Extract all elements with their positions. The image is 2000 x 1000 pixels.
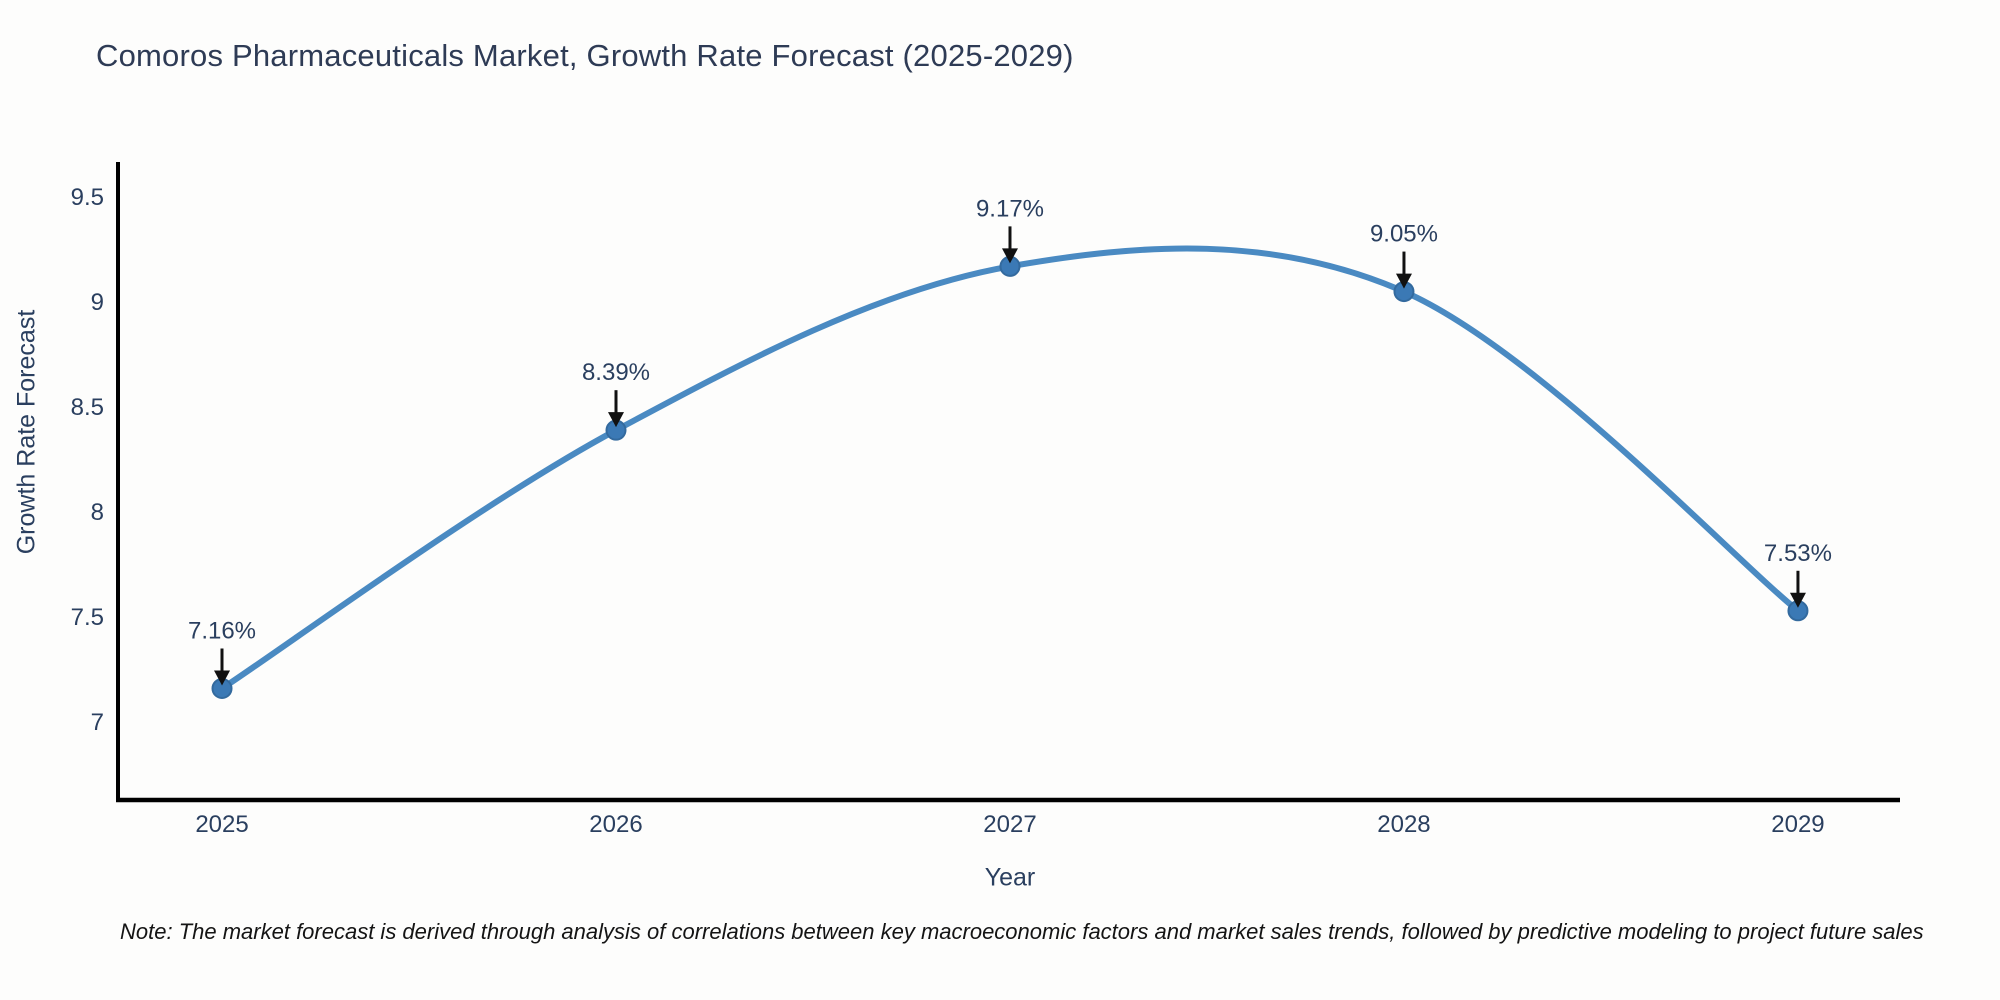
data-point-label: 8.39% <box>582 359 650 386</box>
data-point-label: 7.16% <box>188 617 256 644</box>
y-tick-label: 7 <box>91 709 104 736</box>
x-tick-label: 2029 <box>1771 811 1824 838</box>
annotation-arrowhead-icon <box>607 412 624 428</box>
data-point-label: 9.17% <box>976 195 1044 222</box>
y-tick-label: 7.5 <box>71 604 104 631</box>
annotation-arrowhead-icon <box>214 670 231 686</box>
data-point-label: 7.53% <box>1764 540 1832 567</box>
x-tick-label: 2028 <box>1377 811 1430 838</box>
y-tick-label: 9.5 <box>71 184 104 211</box>
y-tick-label: 8.5 <box>71 394 104 421</box>
annotation-arrowhead-icon <box>1395 273 1412 289</box>
x-tick-label: 2026 <box>589 811 642 838</box>
y-tick-label: 9 <box>91 289 104 316</box>
y-tick-label: 8 <box>91 499 104 526</box>
chart-title: Comoros Pharmaceuticals Market, Growth R… <box>96 38 1074 73</box>
annotation-arrowhead-icon <box>1001 248 1018 264</box>
y-axis-title: Growth Rate Forecast <box>12 309 41 555</box>
data-point-label: 9.05% <box>1370 221 1438 248</box>
footnote: Note: The market forecast is derived thr… <box>120 919 1924 944</box>
x-tick-label: 2027 <box>983 811 1036 838</box>
x-axis-title: Year <box>984 863 1036 892</box>
annotation-arrowhead-icon <box>1789 592 1806 608</box>
trend-line <box>219 245 1801 692</box>
x-tick-label: 2025 <box>195 811 248 838</box>
